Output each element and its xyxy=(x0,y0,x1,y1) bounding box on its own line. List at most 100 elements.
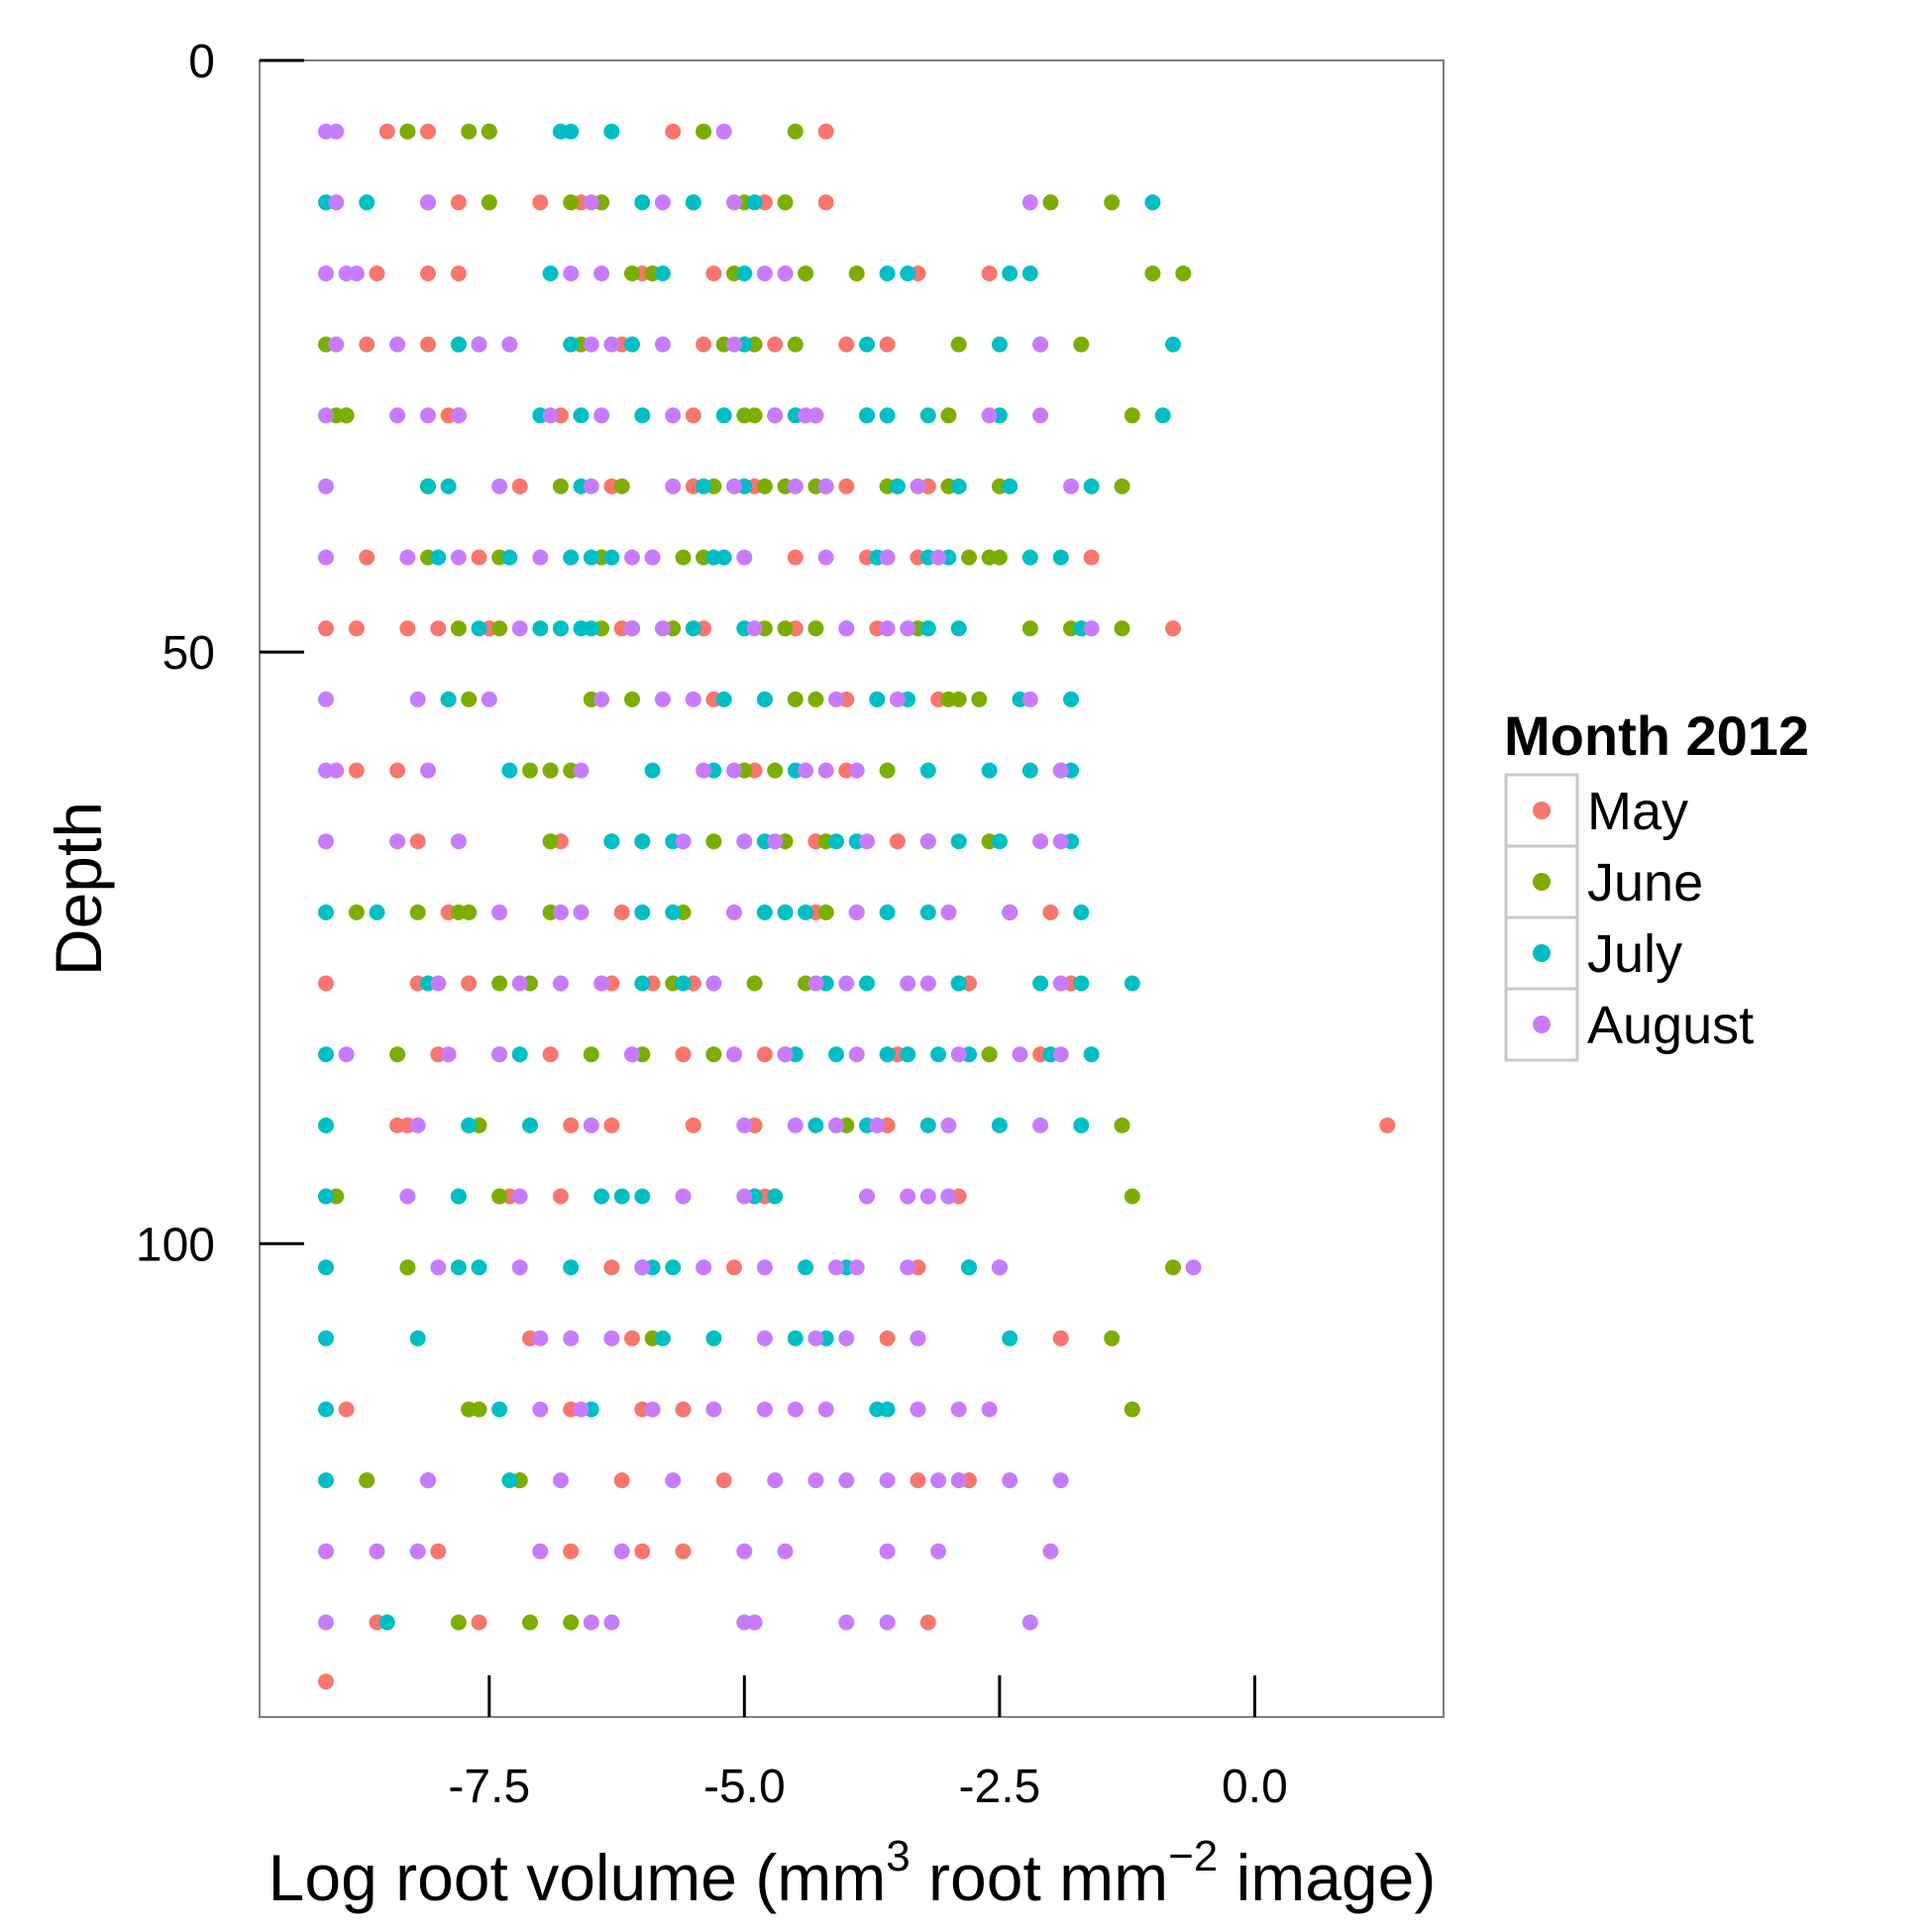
data-point xyxy=(1052,975,1069,992)
data-point xyxy=(715,123,732,140)
data-point xyxy=(389,762,406,779)
data-point xyxy=(1002,1472,1019,1489)
data-point xyxy=(583,549,599,566)
data-point xyxy=(532,1543,549,1559)
data-point xyxy=(563,194,580,211)
data-point xyxy=(522,1117,538,1133)
data-point xyxy=(879,336,896,353)
data-point xyxy=(981,762,998,779)
x-axis-title-part-1: Log root volume (mm xyxy=(268,1841,887,1914)
data-point xyxy=(756,904,773,920)
data-point xyxy=(838,1614,855,1631)
data-point xyxy=(318,407,334,424)
data-point xyxy=(726,194,742,211)
data-point xyxy=(726,478,742,494)
data-point xyxy=(654,620,671,637)
data-point xyxy=(940,407,957,424)
data-point xyxy=(838,1472,855,1489)
x-tick-label: -7.5 xyxy=(448,1761,530,1813)
data-point xyxy=(787,478,804,494)
legend-label: June xyxy=(1587,853,1703,912)
data-point xyxy=(1083,549,1100,566)
data-point xyxy=(900,266,916,281)
data-point xyxy=(440,478,457,494)
data-point xyxy=(919,762,936,779)
data-point xyxy=(573,1401,590,1418)
data-point xyxy=(798,904,814,920)
data-point xyxy=(736,549,753,566)
data-point xyxy=(420,123,436,140)
series-august xyxy=(318,123,1202,1631)
data-point xyxy=(675,549,692,566)
data-point xyxy=(511,620,528,637)
data-point xyxy=(542,407,559,424)
data-point xyxy=(318,1330,334,1346)
legend-swatch xyxy=(1533,873,1551,891)
data-point xyxy=(879,904,896,920)
data-point xyxy=(859,1188,875,1205)
data-point xyxy=(848,904,865,920)
data-point xyxy=(378,123,395,140)
data-point xyxy=(889,833,906,850)
data-point xyxy=(532,620,549,637)
data-point xyxy=(665,1259,682,1276)
data-point xyxy=(756,478,773,494)
data-point xyxy=(1021,549,1038,566)
data-point xyxy=(603,549,620,566)
data-point xyxy=(1021,620,1038,637)
data-point xyxy=(889,478,906,494)
data-point xyxy=(583,336,599,353)
data-point xyxy=(634,1259,651,1276)
data-point xyxy=(705,1330,722,1346)
data-point xyxy=(930,1543,947,1559)
points-layer xyxy=(318,123,1396,1690)
data-point xyxy=(583,1117,599,1133)
data-point xyxy=(736,1188,753,1205)
data-point xyxy=(981,1401,998,1418)
data-point xyxy=(624,620,640,637)
data-point xyxy=(318,549,334,566)
data-point xyxy=(348,620,365,637)
data-point xyxy=(736,1117,753,1133)
data-point xyxy=(807,691,824,707)
data-point xyxy=(817,478,834,494)
data-point xyxy=(981,266,998,281)
data-point xyxy=(787,1401,804,1418)
data-point xyxy=(563,1543,580,1559)
data-point xyxy=(420,478,436,494)
data-point xyxy=(1144,266,1161,281)
data-point xyxy=(552,1188,569,1205)
data-point xyxy=(624,336,640,353)
data-point xyxy=(563,1259,580,1276)
data-point xyxy=(859,407,875,424)
data-point xyxy=(450,194,467,211)
data-point xyxy=(603,1614,620,1631)
data-point xyxy=(654,336,671,353)
data-point xyxy=(654,691,671,707)
data-point xyxy=(501,336,518,353)
data-point xyxy=(675,1543,692,1559)
data-point xyxy=(787,691,804,707)
data-point xyxy=(961,1259,977,1276)
data-point xyxy=(746,407,763,424)
data-point xyxy=(869,691,886,707)
data-point xyxy=(318,478,334,494)
data-point xyxy=(879,1614,896,1631)
data-point xyxy=(1032,1117,1049,1133)
data-point xyxy=(430,1543,447,1559)
data-point xyxy=(1021,194,1038,211)
data-point xyxy=(798,1259,814,1276)
data-point xyxy=(318,1117,334,1133)
data-point xyxy=(318,1543,334,1559)
data-point xyxy=(807,975,824,992)
data-point xyxy=(481,194,497,211)
data-point xyxy=(634,194,651,211)
data-point xyxy=(705,266,722,281)
data-point xyxy=(879,1472,896,1489)
data-point xyxy=(736,1543,753,1559)
data-point xyxy=(665,904,682,920)
data-point xyxy=(563,266,580,281)
data-point xyxy=(634,904,651,920)
data-point xyxy=(359,336,376,353)
